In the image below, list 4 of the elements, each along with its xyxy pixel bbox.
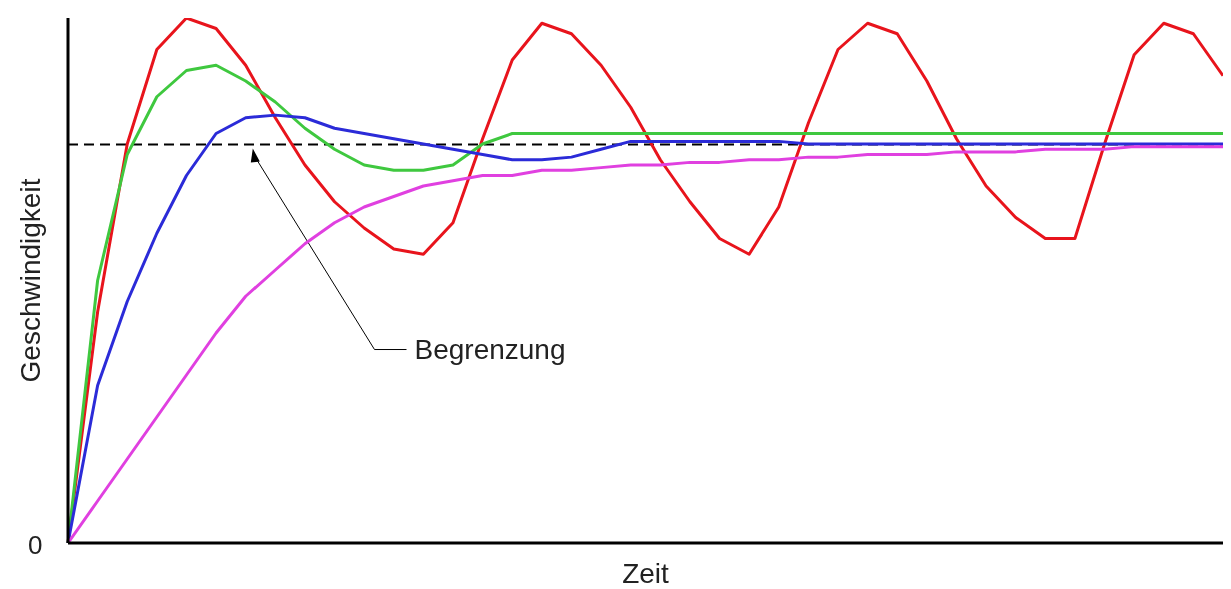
- text: 0: [28, 530, 43, 561]
- y-axis-title: Geschwindigkeit: [14, 178, 46, 383]
- ref-line-label: Begrenzung: [414, 333, 566, 365]
- x-axis-title: Zeit: [622, 558, 670, 589]
